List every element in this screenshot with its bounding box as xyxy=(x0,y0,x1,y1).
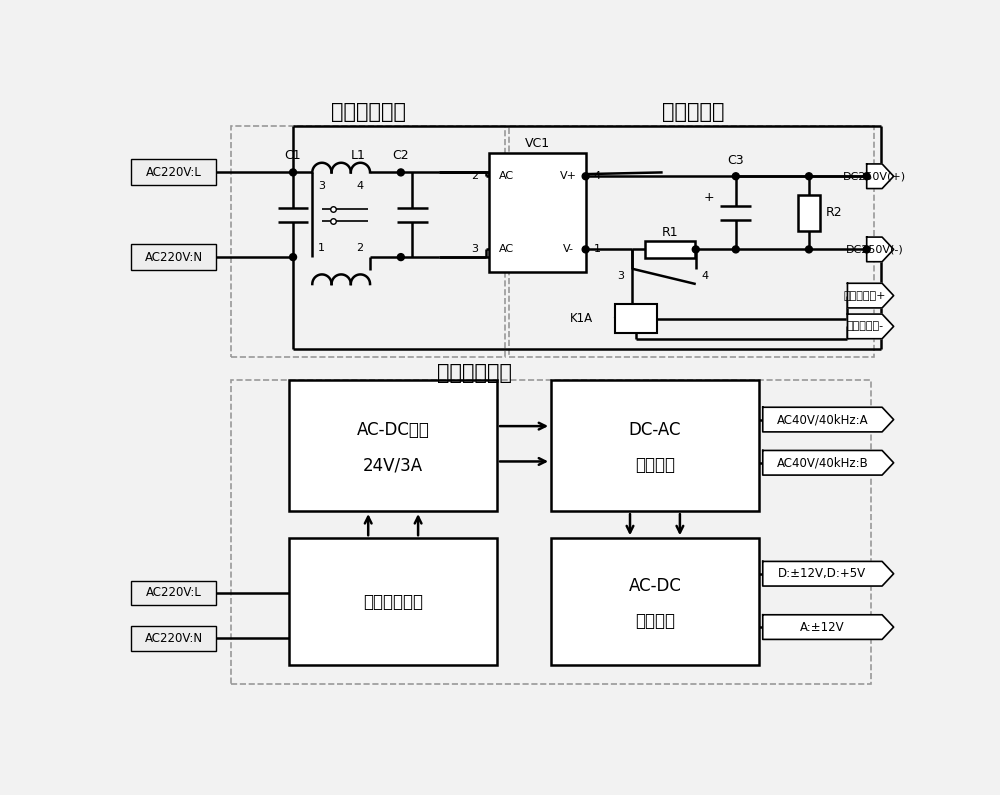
Circle shape xyxy=(863,246,870,253)
Polygon shape xyxy=(847,314,894,339)
Text: 24V/3A: 24V/3A xyxy=(363,456,423,474)
Text: 慢启动电路: 慢启动电路 xyxy=(662,103,725,122)
Text: L1: L1 xyxy=(351,149,366,162)
Text: V+: V+ xyxy=(560,171,577,181)
Polygon shape xyxy=(763,615,894,639)
Text: DC250V(+): DC250V(+) xyxy=(843,171,906,181)
Bar xyxy=(615,304,657,333)
Text: +: + xyxy=(704,192,714,204)
Text: AC40V/40kHz:B: AC40V/40kHz:B xyxy=(777,456,868,469)
Text: 3: 3 xyxy=(617,271,624,281)
Bar xyxy=(645,241,695,258)
Bar xyxy=(489,153,586,273)
Polygon shape xyxy=(847,283,894,308)
Text: 2: 2 xyxy=(471,171,478,181)
Circle shape xyxy=(290,169,297,176)
Text: C2: C2 xyxy=(393,149,409,162)
Text: 变换电路: 变换电路 xyxy=(635,612,675,630)
Text: VC1: VC1 xyxy=(525,138,550,150)
Text: C3: C3 xyxy=(727,154,744,168)
Text: 变换电路: 变换电路 xyxy=(635,456,675,474)
Circle shape xyxy=(863,173,870,180)
Text: C1: C1 xyxy=(285,149,301,162)
Circle shape xyxy=(582,173,589,180)
Bar xyxy=(231,126,505,357)
Circle shape xyxy=(732,246,739,253)
Text: 4: 4 xyxy=(356,181,364,192)
Text: K1A: K1A xyxy=(570,312,593,325)
Text: DC250V(-): DC250V(-) xyxy=(846,244,903,254)
Bar xyxy=(231,380,871,684)
Bar xyxy=(131,244,216,270)
Bar xyxy=(289,380,497,511)
Polygon shape xyxy=(763,407,894,432)
Bar xyxy=(509,126,874,357)
Polygon shape xyxy=(867,164,894,188)
Circle shape xyxy=(805,173,812,180)
Text: AC-DC: AC-DC xyxy=(629,577,681,595)
Polygon shape xyxy=(763,451,894,475)
Text: 慢启动控制+: 慢启动控制+ xyxy=(844,291,886,301)
Text: 3: 3 xyxy=(318,181,325,192)
Text: AC: AC xyxy=(499,244,514,254)
Text: 慢启动控制-: 慢启动控制- xyxy=(846,321,883,332)
Text: V-: V- xyxy=(563,244,574,254)
Text: 辅助电源电路: 辅助电源电路 xyxy=(436,363,512,382)
Text: 3: 3 xyxy=(471,244,478,254)
Circle shape xyxy=(397,169,404,176)
Circle shape xyxy=(692,246,699,253)
Circle shape xyxy=(290,254,297,261)
Text: 交流滤波电路: 交流滤波电路 xyxy=(331,103,406,122)
Text: R1: R1 xyxy=(662,226,679,239)
Text: 4: 4 xyxy=(593,171,600,181)
Text: AC-DC电路: AC-DC电路 xyxy=(357,421,430,440)
Text: A:±12V: A:±12V xyxy=(800,621,845,634)
Polygon shape xyxy=(867,237,894,262)
Bar xyxy=(131,159,216,185)
Text: AC220V:L: AC220V:L xyxy=(146,587,202,599)
Text: 2: 2 xyxy=(356,242,364,253)
Text: AC220V:N: AC220V:N xyxy=(145,632,203,645)
Circle shape xyxy=(732,173,739,180)
Bar xyxy=(131,580,216,605)
Bar xyxy=(551,538,759,665)
Text: R2: R2 xyxy=(826,207,843,219)
Text: 交流滤波电路: 交流滤波电路 xyxy=(363,593,423,611)
Bar xyxy=(798,195,820,231)
Text: DC-AC: DC-AC xyxy=(629,421,681,440)
Bar xyxy=(551,380,759,511)
Text: AC: AC xyxy=(499,171,514,181)
Text: AC40V/40kHz:A: AC40V/40kHz:A xyxy=(777,413,868,426)
Text: AC220V:N: AC220V:N xyxy=(145,250,203,264)
Circle shape xyxy=(397,254,404,261)
Circle shape xyxy=(582,246,589,253)
Text: 4: 4 xyxy=(702,271,709,281)
Text: 1: 1 xyxy=(318,242,325,253)
Circle shape xyxy=(805,246,812,253)
Text: 1: 1 xyxy=(593,244,600,254)
Polygon shape xyxy=(763,561,894,586)
Bar xyxy=(131,626,216,650)
Bar xyxy=(289,538,497,665)
Text: D:±12V,D:+5V: D:±12V,D:+5V xyxy=(778,567,866,580)
Text: AC220V:L: AC220V:L xyxy=(146,166,202,179)
